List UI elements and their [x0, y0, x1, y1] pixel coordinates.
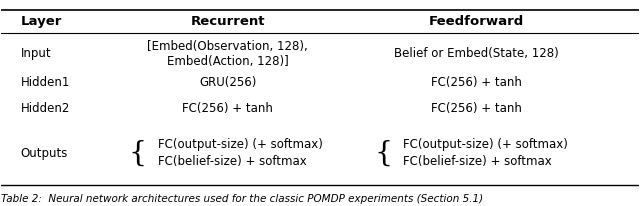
Text: Belief or Embed(State, 128): Belief or Embed(State, 128) [394, 47, 559, 60]
Text: {: { [129, 139, 147, 166]
Text: GRU(256): GRU(256) [199, 76, 256, 89]
Text: FC(output-size) (+ softmax): FC(output-size) (+ softmax) [403, 138, 568, 151]
Text: Input: Input [20, 47, 51, 60]
Text: Hidden2: Hidden2 [20, 102, 70, 115]
Text: FC(256) + tanh: FC(256) + tanh [431, 76, 522, 89]
Text: Recurrent: Recurrent [190, 15, 265, 28]
Text: FC(output-size) (+ softmax): FC(output-size) (+ softmax) [157, 138, 323, 151]
Text: FC(256) + tanh: FC(256) + tanh [182, 102, 273, 115]
Text: FC(belief-size) + softmax: FC(belief-size) + softmax [157, 155, 307, 168]
Text: Outputs: Outputs [20, 146, 68, 159]
Text: Feedforward: Feedforward [429, 15, 524, 28]
Text: FC(256) + tanh: FC(256) + tanh [431, 102, 522, 115]
Text: Layer: Layer [20, 15, 62, 28]
Text: Table 2:  Neural network architectures used for the classic POMDP experiments (S: Table 2: Neural network architectures us… [1, 193, 483, 204]
Text: FC(belief-size) + softmax: FC(belief-size) + softmax [403, 155, 552, 168]
Text: [Embed(Observation, 128),
Embed(Action, 128)]: [Embed(Observation, 128), Embed(Action, … [147, 40, 308, 68]
Text: Hidden1: Hidden1 [20, 76, 70, 89]
Text: {: { [374, 139, 392, 166]
